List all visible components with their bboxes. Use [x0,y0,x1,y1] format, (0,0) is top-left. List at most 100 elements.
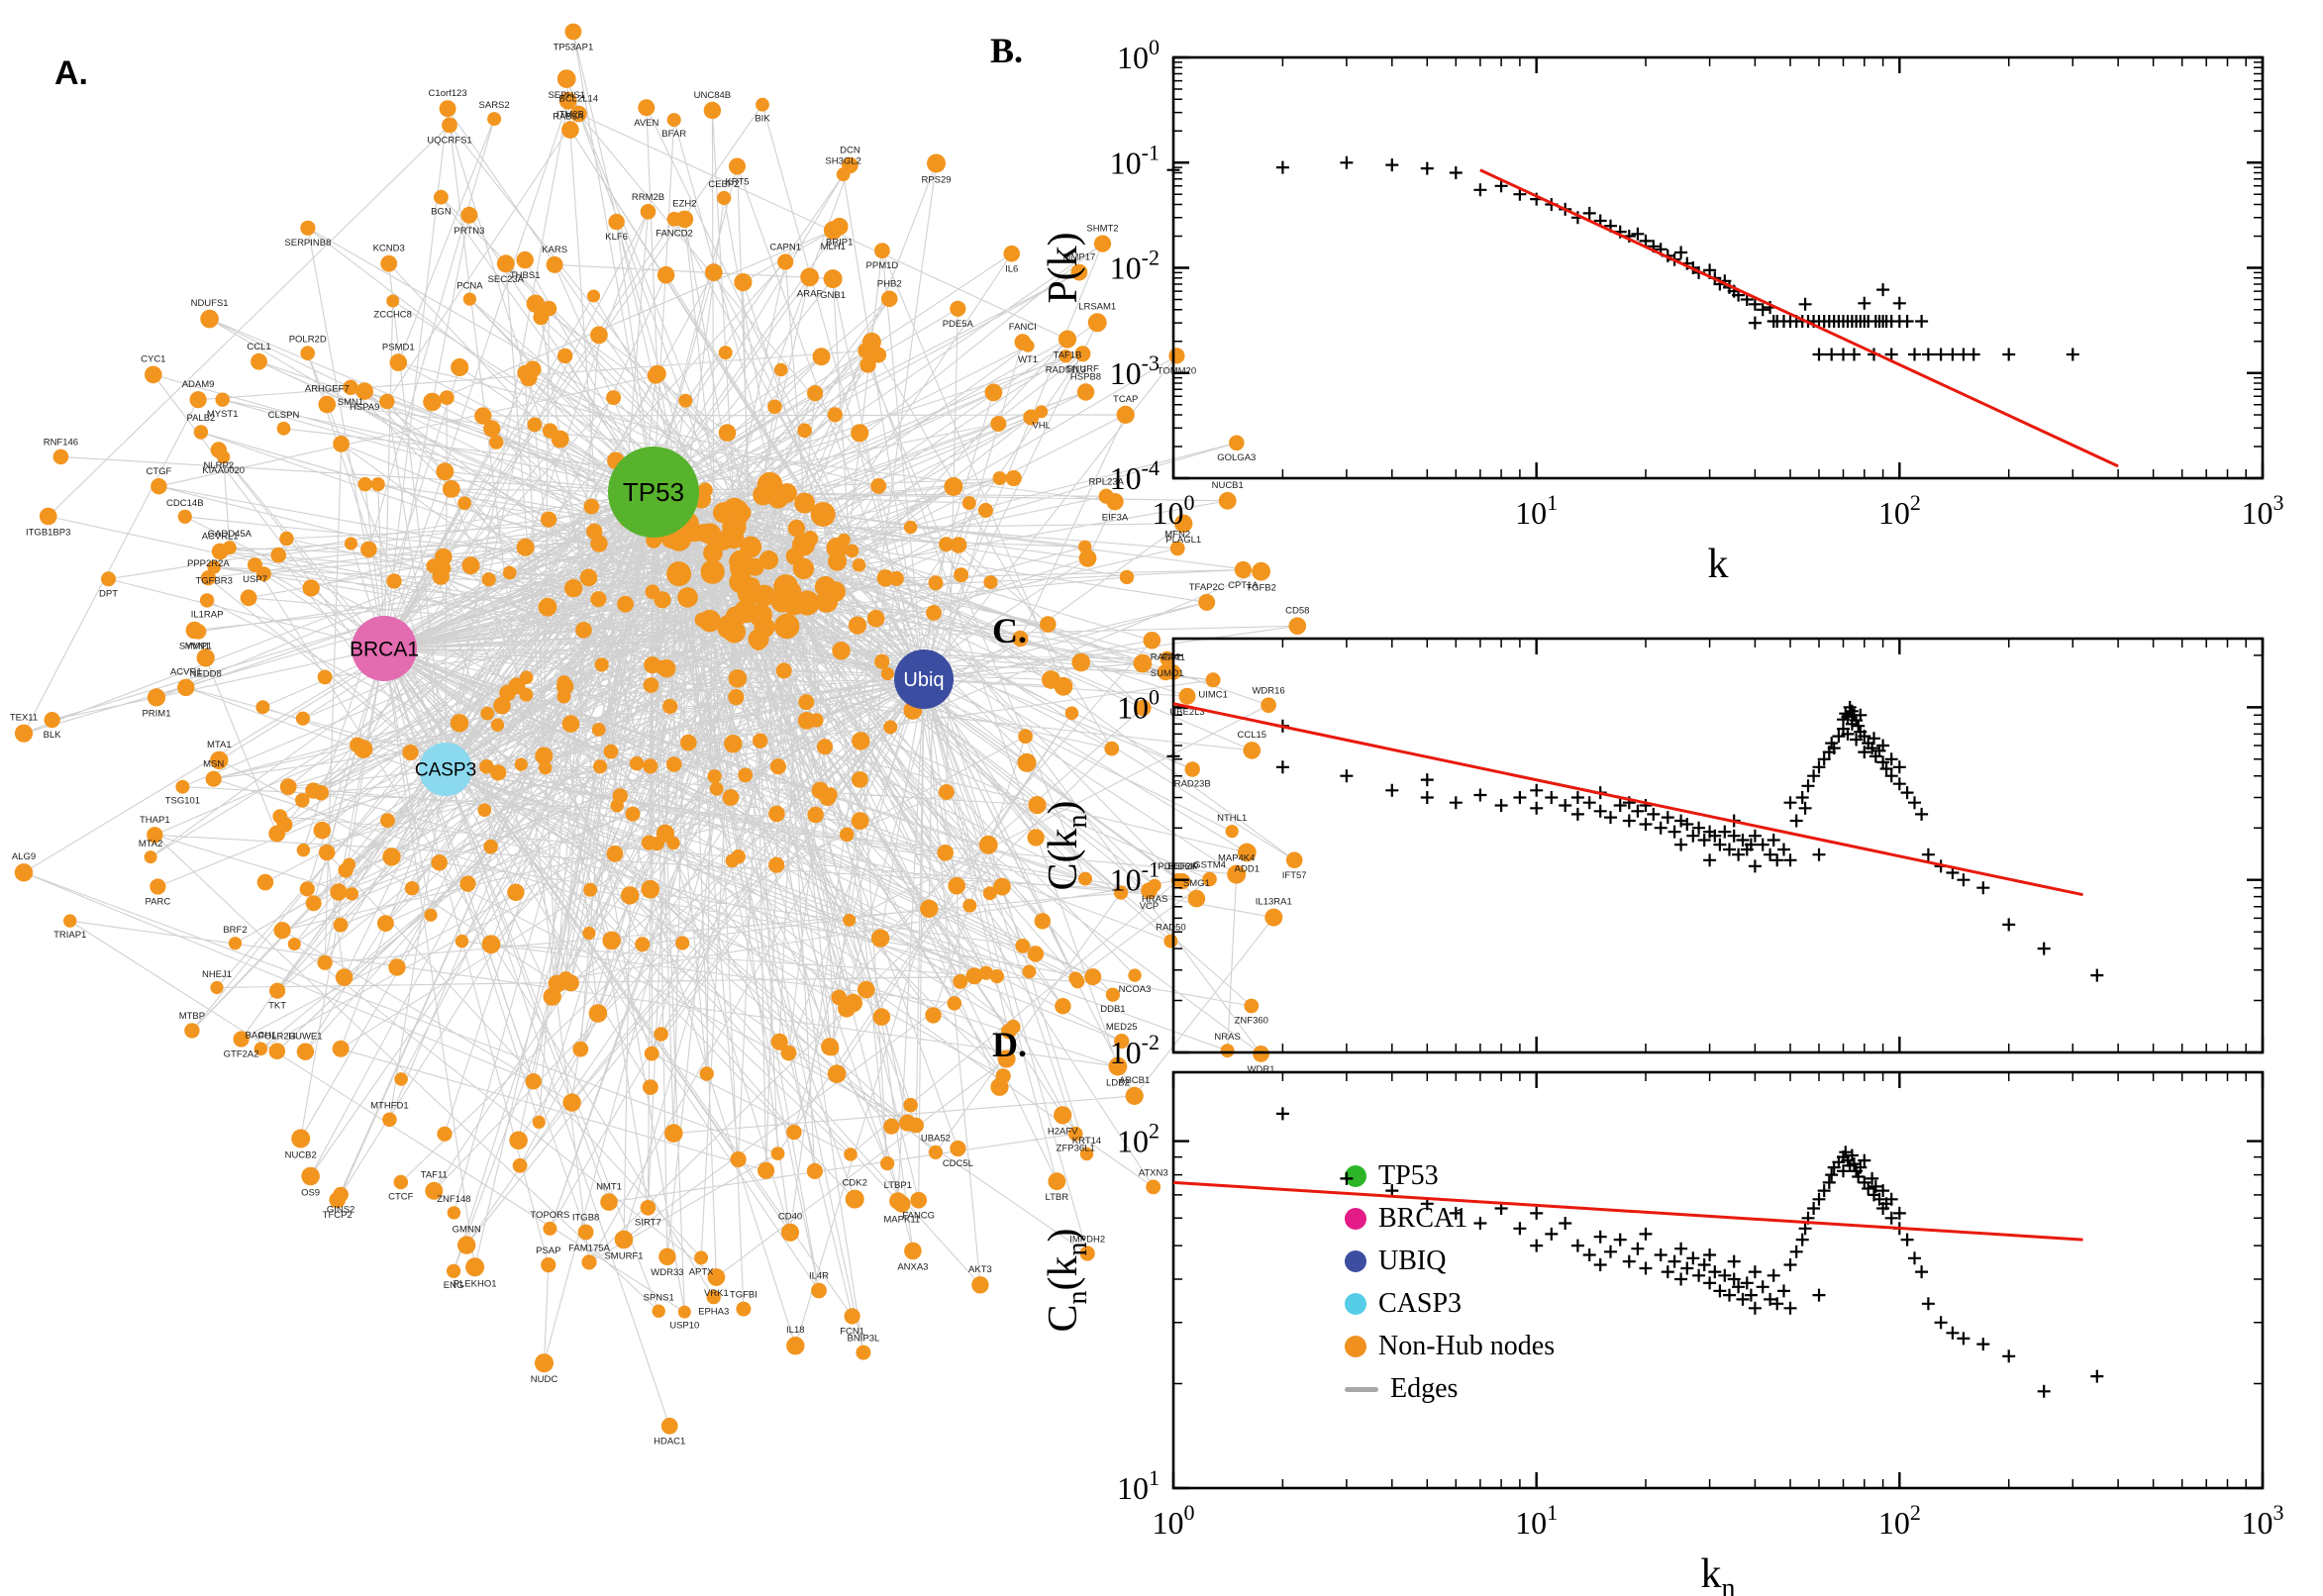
gene-label: DPT [99,588,118,599]
non-hub-node [543,1221,557,1236]
node-color-swatch [1345,1336,1366,1357]
legend-label: BRCA1 [1378,1203,1468,1234]
tick-label: 102 [1878,490,1921,531]
non-hub-node [947,996,962,1011]
non-hub-node [997,1049,1016,1068]
gene-label: NUCB2 [285,1150,317,1161]
non-hub-node [516,538,535,556]
non-hub-node [546,255,563,273]
gene-label: HSPB8 [1070,371,1101,382]
gene-label: CD40 [778,1212,802,1223]
non-hub-node [768,805,785,823]
non-hub-node [541,1257,556,1273]
non-hub-node [794,492,816,514]
gene-label: VCP [1140,901,1160,912]
gene-label: RAB5A [553,112,584,123]
non-hub-node [276,421,291,436]
non-hub-node [893,1195,911,1213]
non-hub-node [694,1250,709,1265]
non-hub-node [992,471,1007,485]
non-hub-node [1064,706,1079,721]
gene-label: SARS2 [479,100,510,111]
panel-label-d: D. [992,1025,1027,1064]
non-hub-node [809,713,824,728]
gene-label: IL4R [809,1271,829,1282]
gene-label: SMURF1 [604,1250,643,1261]
non-hub-node [839,827,855,843]
legend-item-ubiq: UBIQ [1345,1246,1555,1277]
gene-label: FANCI [1009,322,1037,333]
non-hub-node [1027,829,1045,847]
gene-label: PRIM1 [142,709,170,720]
non-hub-node [279,531,294,547]
non-hub-node [1027,946,1045,962]
non-hub-node [477,803,492,817]
non-hub-node [404,881,420,896]
non-hub-node [1234,560,1252,579]
non-hub-node [880,1156,895,1171]
gene-label: MTHFD1 [370,1101,409,1112]
non-hub-node [313,821,332,840]
non-hub-node [706,1289,721,1305]
non-hub-node [256,873,274,891]
non-hub-node [210,442,227,458]
panel-label-b: B. [990,31,1024,70]
non-hub-node [516,250,534,269]
gene-label: KRT14 [1072,1136,1101,1147]
non-hub-node [1079,1246,1095,1261]
non-hub-node [1288,617,1307,635]
non-hub-node [1218,491,1237,510]
non-hub-node [718,424,737,442]
non-hub-node [273,922,291,940]
non-hub-node [908,1117,924,1134]
gene-label: MFN2 [1164,530,1190,541]
gene-label: KCND3 [373,244,405,254]
gene-label: LDB2 [1106,1078,1130,1089]
non-hub-node [493,696,511,715]
non-hub-node [272,809,288,824]
non-hub-node [852,558,866,572]
gene-label: CD58 [1285,605,1309,616]
gene-label: MMP17 [1063,252,1096,263]
non-hub-node [928,1145,944,1159]
non-hub-node [579,568,598,587]
gene-label: TKT [268,1001,286,1012]
gene-label: PCNA [456,281,483,292]
non-hub-node [794,590,820,616]
edges-swatch [1345,1386,1378,1392]
non-hub-node [1244,998,1260,1014]
gene-label: FAM175A [568,1243,610,1253]
non-hub-node [608,213,625,231]
non-hub-node [210,980,224,995]
gene-label: ITGB8 [572,1213,599,1224]
non-hub-node [268,1043,286,1059]
non-hub-node [541,511,557,528]
non-hub-node [978,835,998,854]
non-hub-node [300,346,316,361]
gene-label: ITGB1BP3 [26,527,70,538]
gene-label: ZNF360 [1235,1015,1268,1026]
non-hub-node [442,480,460,498]
non-hub-node [575,622,592,639]
non-hub-node [437,1126,453,1142]
legend-item-non-hub-nodes: Non-Hub nodes [1345,1331,1555,1362]
non-hub-node [785,547,804,565]
gene-label: EIF3A [1102,512,1129,523]
non-hub-node [525,1073,542,1090]
gene-label: BRF2 [223,925,247,936]
non-hub-node [845,544,859,558]
non-hub-node [319,844,336,861]
non-hub-node [558,91,577,110]
non-hub-node [393,1174,409,1190]
non-hub-node [993,877,1011,896]
non-hub-node [382,1112,397,1128]
non-hub-node [1012,630,1029,648]
non-hub-node [490,718,505,732]
non-hub-node [507,883,525,901]
non-hub-node [338,862,354,878]
non-hub-node [775,662,792,679]
non-hub-node [1135,699,1152,717]
hub-brca1: BRCA1 [350,616,419,681]
gene-label: RPL23A [1089,477,1125,488]
non-hub-node [734,599,758,624]
